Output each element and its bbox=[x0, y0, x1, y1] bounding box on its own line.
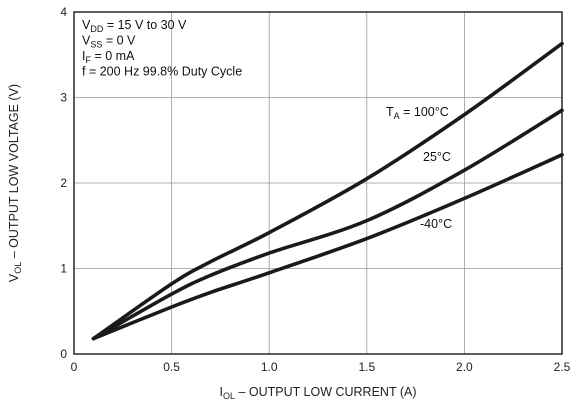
series-line-0 bbox=[91, 41, 564, 341]
tick-labels: 0 0.5 1.0 1.5 2.0 2.5 0 1 2 3 4 bbox=[60, 5, 570, 374]
series-label-0-main: T bbox=[386, 105, 394, 119]
x-axis-title: IOL – OUTPUT LOW CURRENT (A) bbox=[220, 385, 417, 401]
series-label-0-rest: = 100°C bbox=[400, 105, 449, 119]
x-tick-label: 2.0 bbox=[456, 360, 473, 374]
condition-line-1-rest: = 0 V bbox=[102, 34, 136, 48]
y-tick-label: 4 bbox=[60, 5, 67, 19]
y-axis-title-rest: – OUTPUT LOW VOLTAGE (V) bbox=[7, 84, 21, 262]
y-axis-title: VOL – OUTPUT LOW VOLTAGE (V) bbox=[7, 84, 23, 282]
condition-line-2: IF = 0 mA bbox=[82, 49, 135, 65]
x-axis-title-rest: – OUTPUT LOW CURRENT (A) bbox=[235, 385, 417, 399]
condition-line-1-sub: SS bbox=[90, 40, 102, 50]
condition-line-2-main: I bbox=[82, 49, 85, 63]
condition-line-0-sub: DD bbox=[90, 24, 103, 34]
x-tick-label: 2.5 bbox=[554, 360, 571, 374]
series-line-2 bbox=[91, 153, 564, 341]
condition-line-2-rest: = 0 mA bbox=[91, 49, 135, 63]
grid bbox=[74, 12, 562, 354]
x-tick-label: 0 bbox=[71, 360, 78, 374]
y-tick-label: 3 bbox=[60, 91, 67, 105]
series-label-0-sub: A bbox=[394, 111, 400, 121]
condition-line-1: VSS = 0 V bbox=[82, 34, 136, 50]
series-label-1-main: 25°C bbox=[423, 150, 451, 164]
y-tick-label: 1 bbox=[60, 262, 67, 276]
series-label-2-main: -40°C bbox=[420, 217, 452, 231]
series-curves bbox=[91, 41, 564, 341]
y-tick-label: 2 bbox=[60, 176, 67, 190]
series-label-1: 25°C bbox=[423, 150, 451, 164]
y-tick-label: 0 bbox=[60, 347, 67, 361]
condition-line-0-rest: = 15 V to 30 V bbox=[103, 18, 187, 32]
x-axis-title-sub: OL bbox=[223, 391, 235, 401]
series-label-0: TA = 100°C bbox=[386, 105, 449, 121]
y-axis-title-sub: OL bbox=[13, 262, 23, 274]
condition-line-0: VDD = 15 V to 30 V bbox=[82, 18, 187, 34]
series-labels: TA = 100°C 25°C -40°C bbox=[386, 105, 452, 231]
condition-line-1-main: V bbox=[82, 34, 91, 48]
x-tick-label: 0.5 bbox=[163, 360, 180, 374]
x-tick-label: 1.0 bbox=[261, 360, 278, 374]
condition-line-3: f = 200 Hz 99.8% Duty Cycle bbox=[82, 65, 242, 79]
x-axis-title-main: I bbox=[220, 385, 223, 399]
y-axis-title-main: V bbox=[7, 273, 21, 282]
condition-line-2-sub: F bbox=[85, 55, 91, 65]
series-label-2: -40°C bbox=[420, 217, 452, 231]
series-line-1 bbox=[91, 108, 564, 341]
x-tick-label: 1.5 bbox=[358, 360, 375, 374]
condition-line-3-main: f = 200 Hz 99.8% Duty Cycle bbox=[82, 65, 242, 79]
condition-line-0-main: V bbox=[82, 18, 91, 32]
plot-frame bbox=[73, 11, 563, 355]
